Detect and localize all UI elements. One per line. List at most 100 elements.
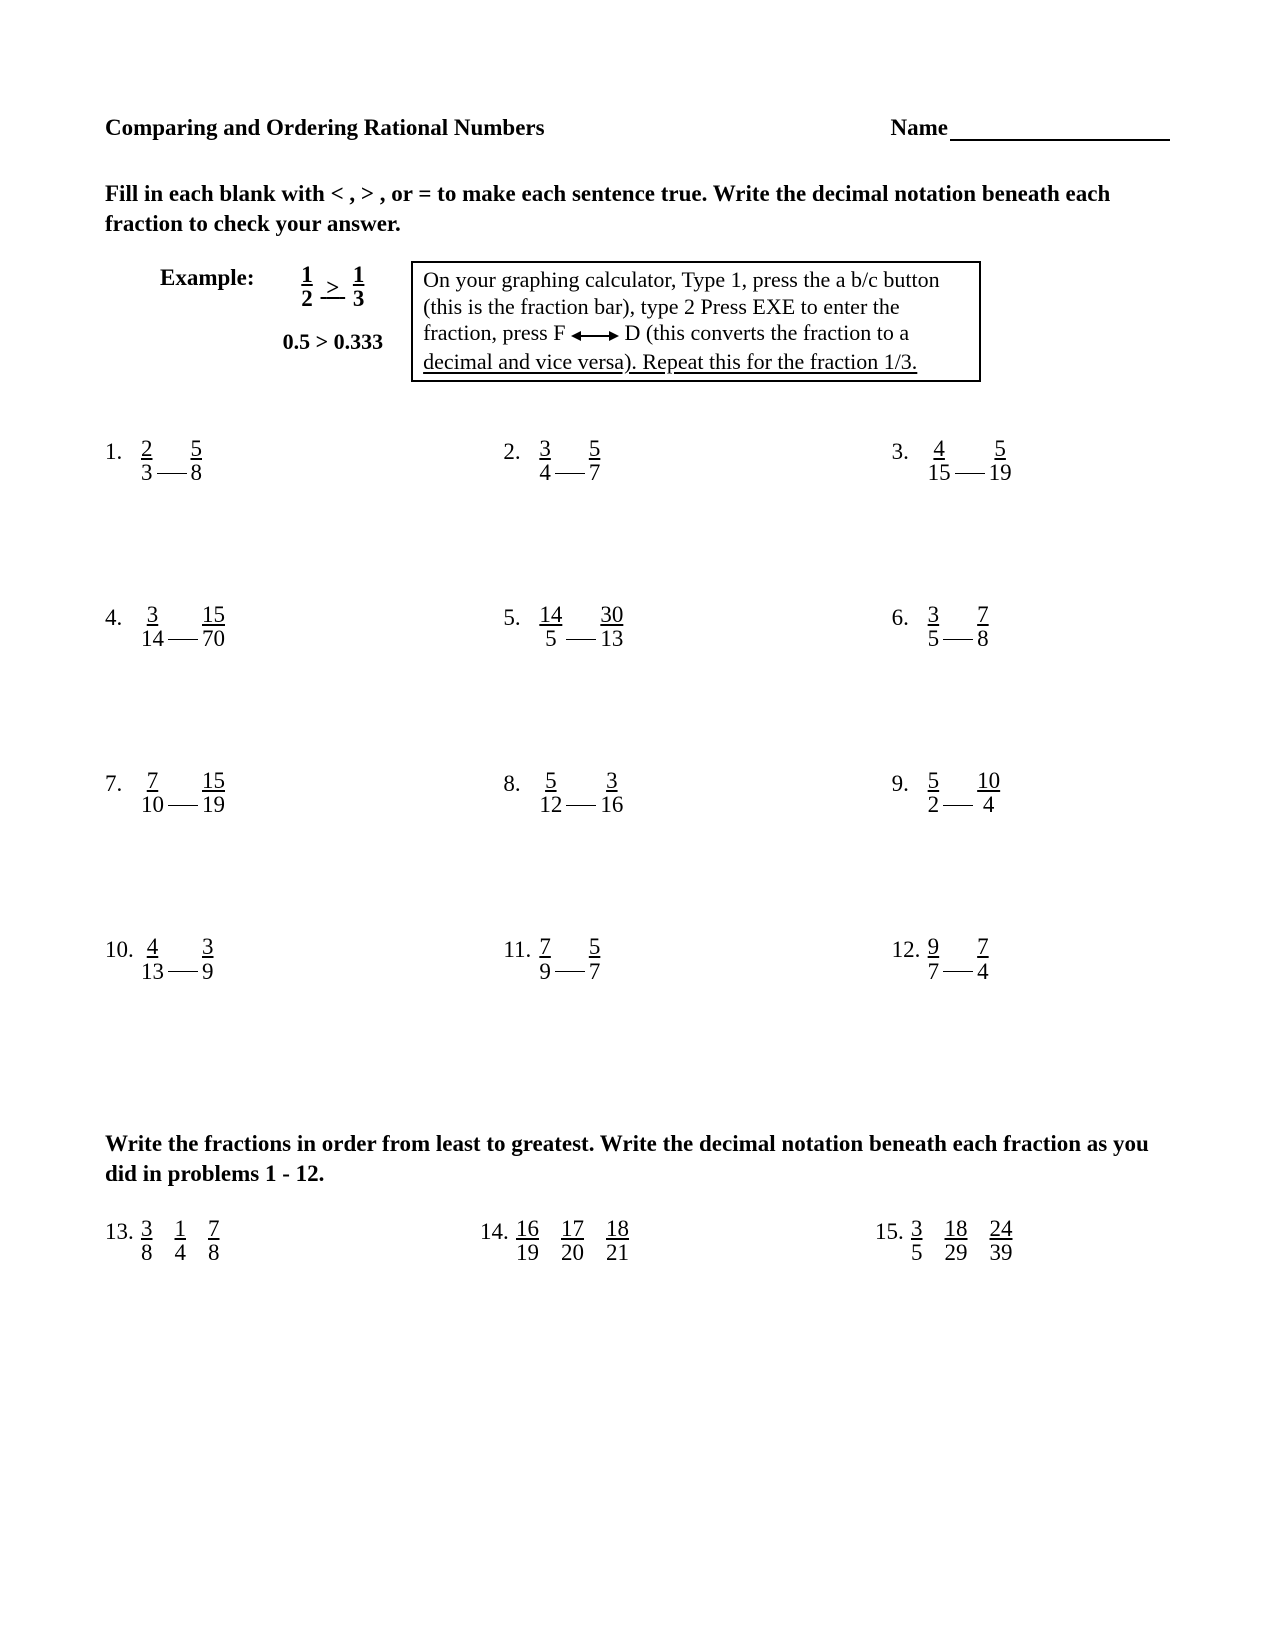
frac-den: 5 [539,627,562,651]
frac-num: 5 [589,437,601,461]
fraction-a: 23 [141,437,153,485]
comparison-blank[interactable] [943,949,973,972]
problem-number: 12. [892,935,928,963]
comparison-blank[interactable] [555,949,585,972]
comparison-blank[interactable] [168,617,198,640]
frac-num: 10 [977,769,1000,793]
calculator-instructions-box: On your graphing calculator, Type 1, pre… [411,261,981,382]
comparison-blank[interactable] [943,783,973,806]
fraction-1: 38 [141,1217,153,1265]
fraction-b: 104 [977,769,1000,817]
fraction-a: 97 [928,935,940,983]
order-problem-14: 14.1619 1720 1821 [460,1217,815,1265]
frac-num: 7 [977,935,989,959]
fraction-b: 74 [977,935,989,983]
fraction-b: 519 [989,437,1012,485]
fraction-a: 79 [539,935,551,983]
frac-den: 4 [977,793,1000,817]
frac-den: 4 [977,960,989,984]
problem-number: 14. [480,1217,516,1245]
frac-num: 16 [516,1217,539,1241]
fraction-2: 14 [175,1217,187,1265]
comparison-blank[interactable] [168,783,198,806]
frac-den: 21 [606,1241,629,1265]
fraction-b: 1519 [202,769,225,817]
frac-num: 1 [353,263,365,287]
frac-den: 9 [202,960,214,984]
problem-9: 9.52104 [822,769,1170,817]
frac-den: 7 [928,960,940,984]
fraction-b: 57 [589,935,601,983]
order-problem-15: 15.3518292439 [815,1217,1170,1265]
frac-den: 14 [141,627,164,651]
frac-den: 12 [539,793,562,817]
fraction-b: 3013 [600,603,623,651]
example-symbol: > [319,275,348,301]
calc-line-3a: fraction, press F [423,320,565,345]
frac-num: 3 [911,1217,923,1241]
problem-number: 5. [503,603,539,631]
frac-den: 3 [353,287,365,311]
name-blank-line[interactable] [950,116,1170,141]
problem-number: 3. [892,437,928,465]
fraction-2: 1720 [561,1217,584,1265]
problem-7: 7.7101519 [105,769,453,817]
frac-den: 13 [141,960,164,984]
frac-den: 4 [539,461,551,485]
fraction-b: 58 [191,437,203,485]
comparison-blank[interactable] [555,451,585,474]
fraction-a: 52 [928,769,940,817]
frac-num: 5 [539,769,562,793]
example-decimal: 0.5 > 0.333 [283,329,384,355]
frac-num: 30 [600,603,623,627]
frac-den: 5 [928,627,940,651]
fraction-3: 1821 [606,1217,629,1265]
frac-den: 16 [600,793,623,817]
problem-2: 2.3457 [463,437,811,485]
frac-num: 1 [175,1217,187,1241]
problem-11: 11.79 57 [463,935,811,983]
frac-num: 5 [989,437,1012,461]
frac-num: 15 [202,769,225,793]
frac-den: 3 [141,461,153,485]
order-problems-grid: 13.38147814.16191720182115.3518292439 [105,1217,1170,1265]
problem-5: 5.1453013 [463,603,811,651]
comparison-blank[interactable] [566,617,596,640]
problem-4: 4.3141570 [105,603,453,651]
problem-12: 12.9774 [822,935,1170,983]
frac-den: 8 [191,461,203,485]
problem-number: 6. [892,603,928,631]
fraction-a: 314 [141,603,164,651]
frac-den: 70 [202,627,225,651]
example-frac-2: 1 3 [353,263,365,311]
frac-num: 7 [539,935,551,959]
instructions: Fill in each blank with < , > , or = to … [105,179,1170,239]
frac-num: 15 [202,603,225,627]
frac-den: 2 [301,287,313,311]
comparison-blank[interactable] [943,617,973,640]
frac-num: 1 [301,263,313,287]
fraction-b: 78 [977,603,989,651]
frac-num: 3 [539,437,551,461]
comparison-blank[interactable] [157,451,187,474]
calc-line-3b: D (this converts the fraction to a [624,320,909,345]
frac-num: 9 [928,935,940,959]
comparison-blank[interactable] [566,783,596,806]
frac-den: 5 [911,1241,923,1265]
frac-num: 7 [141,769,164,793]
frac-num: 7 [208,1217,220,1241]
frac-num: 17 [561,1217,584,1241]
name-label: Name [891,115,948,140]
comparison-blank[interactable] [168,949,198,972]
comparison-blank[interactable] [955,451,985,474]
frac-num: 2 [141,437,153,461]
frac-den: 8 [977,627,989,651]
fraction-1: 1619 [516,1217,539,1265]
frac-den: 7 [589,461,601,485]
fraction-a: 512 [539,769,562,817]
frac-den: 10 [141,793,164,817]
problem-number: 10. [105,935,141,963]
header: Comparing and Ordering Rational Numbers … [105,115,1170,141]
problem-number: 11. [503,935,539,963]
frac-den: 29 [945,1241,968,1265]
